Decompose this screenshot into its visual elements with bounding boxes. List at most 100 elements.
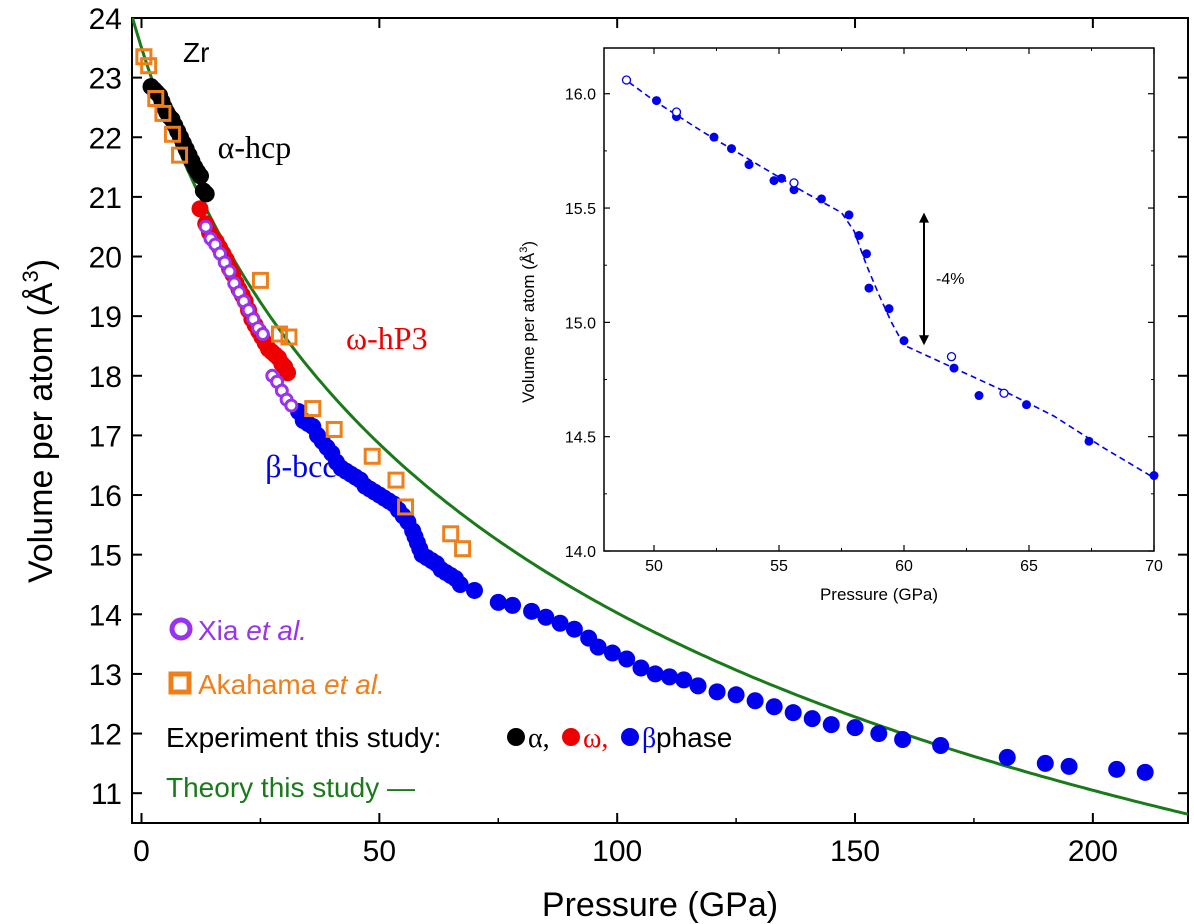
beta-point (632, 659, 650, 677)
inset-filled-point (1084, 436, 1094, 446)
inset-filled-point (949, 363, 959, 373)
legend-experiment-label: Experiment this study: (166, 722, 441, 753)
main-series-layer (132, 18, 1188, 816)
beta-point (822, 716, 840, 734)
legend-theory-label: Theory this study — (166, 772, 415, 803)
beta-point (537, 608, 555, 626)
inset-filled-point (817, 194, 826, 204)
inset-filled-point (899, 336, 909, 346)
alpha-point (197, 185, 215, 203)
legend-akahama-marker (168, 671, 192, 695)
element-label: Zr (183, 37, 209, 68)
y-tick-label: 20 (89, 242, 122, 275)
inset-arrow-head-up (919, 212, 929, 223)
beta-point (708, 683, 726, 701)
y-tick-label: 17 (89, 420, 122, 453)
inset-y-tick-label: 15.5 (565, 201, 596, 218)
akahama-point (135, 48, 153, 66)
legend-beta-label: β (642, 723, 656, 754)
inset-arrow (919, 212, 929, 346)
legend: Xia et al. Akahama et al. Experiment thi… (166, 615, 732, 803)
beta-point (894, 731, 912, 749)
inset-filled-point (974, 391, 984, 401)
x-axis-label: Pressure (GPa) (542, 886, 778, 924)
y-tick-label: 23 (89, 63, 122, 96)
inset-filled-point (769, 176, 779, 186)
akahama-point (251, 271, 269, 289)
inset-x-tick-label: 60 (895, 558, 913, 575)
akahama-point (163, 125, 181, 143)
beta-point (1136, 763, 1154, 781)
phase-label-beta: β-bcc (265, 448, 336, 484)
inset-filled-point (1149, 471, 1159, 481)
inset-y-tick-label: 14.5 (565, 430, 596, 447)
akahama-point (387, 471, 405, 489)
xia-point (255, 327, 270, 342)
beta-point (603, 644, 621, 662)
inset-axis-ticks: 50 55 60 65 70 14.0 14.5 15.0 15.5 16.0 (565, 48, 1163, 575)
inset-filled-point (727, 144, 736, 154)
legend-xia-label: Xia et al. (198, 615, 307, 646)
inset-x-tick-label: 70 (1145, 558, 1163, 575)
inset-filled-point (864, 283, 874, 293)
beta-point (784, 704, 802, 722)
akahama-point (171, 146, 189, 164)
inset-y-tick-label: 16.0 (565, 87, 596, 104)
xia-point (222, 264, 237, 279)
legend-alpha-label: α, (528, 723, 550, 754)
beta-point (746, 692, 764, 710)
y-axis-label: Volume per atom (Å3) (18, 259, 60, 583)
inset-open-point (789, 178, 799, 188)
akahama-point (363, 447, 381, 465)
inset-x-tick-label: 50 (645, 558, 663, 575)
akahama-point (280, 328, 298, 346)
legend-akahama-label: Akahama et al. (198, 669, 385, 700)
inset-x-tick-label: 55 (770, 558, 788, 575)
beta-point (465, 581, 483, 599)
theory-curve (132, 18, 1188, 816)
beta-point (551, 614, 569, 632)
phase-label-alpha: α-hcp (218, 129, 292, 165)
inset-annotation: -4% (936, 271, 964, 288)
beta-point (1036, 754, 1054, 772)
x-tick-label: 50 (363, 835, 396, 868)
inset-filled-point (789, 185, 799, 195)
alpha-point (191, 167, 209, 185)
inset-filled-point (844, 210, 854, 220)
y-tick-label: 24 (89, 3, 122, 36)
legend-phase-word: phase (656, 722, 732, 753)
legend-omega-label: ω, (583, 723, 608, 754)
inset-series-layer (621, 75, 1159, 481)
beta-point (451, 575, 469, 593)
beta-point (998, 748, 1016, 766)
inset-open-point (671, 107, 682, 117)
x-tick-label: 200 (1068, 835, 1118, 868)
akahama-point (270, 325, 288, 343)
beta-point (504, 596, 522, 614)
beta-point (618, 650, 636, 668)
y-tick-label: 22 (89, 122, 122, 155)
akahama-point (454, 540, 472, 558)
beta-point (523, 602, 541, 620)
legend-beta-marker (621, 728, 639, 746)
phase-label-omega: ω-hP3 (346, 320, 428, 356)
inset-x-tick-label: 65 (1020, 558, 1038, 575)
main-axis-ticks: 0 50 100 150 200 11 12 13 14 15 16 17 18 19 20 21 22 23 24 (89, 3, 1188, 868)
legend-xia-marker (169, 617, 193, 641)
legend-alpha-marker (507, 728, 525, 746)
beta-point (1060, 757, 1078, 775)
inset-plot-frame (603, 47, 1155, 552)
inset-filled-point (884, 304, 894, 314)
inset-y-axis-label-superscript: 3 (518, 247, 530, 253)
y-tick-label: 11 (91, 778, 122, 811)
inset-filled-point (652, 96, 661, 106)
inset-open-point (621, 75, 632, 85)
y-tick-label: 15 (89, 540, 122, 573)
inset-arrow-head-down (919, 335, 929, 346)
inset-filled-point (777, 173, 786, 183)
akahama-point (442, 525, 460, 543)
beta-point (565, 620, 583, 638)
y-tick-label: 14 (89, 599, 122, 632)
akahama-point (154, 104, 172, 122)
